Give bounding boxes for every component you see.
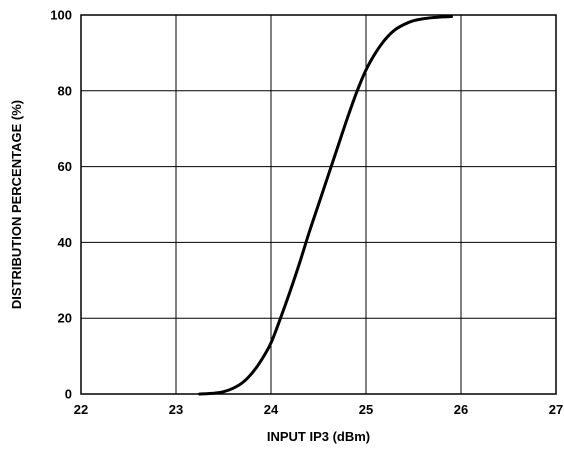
x-tick-label-1: 23 bbox=[169, 402, 183, 417]
series-line-0 bbox=[198, 15, 453, 396]
x-tick-label-4: 26 bbox=[454, 402, 468, 417]
plot-frame bbox=[80, 14, 557, 395]
y-tick-labels: 0 20 40 60 80 100 bbox=[50, 8, 72, 402]
x-tick-label-3: 25 bbox=[359, 402, 373, 417]
y-tick-label-1: 20 bbox=[58, 311, 72, 326]
x-tick-label-2: 24 bbox=[264, 402, 279, 417]
y-tick-label-0: 0 bbox=[65, 387, 72, 402]
x-tick-label-0: 22 bbox=[74, 402, 88, 417]
x-tick-labels: 22 23 24 25 26 27 bbox=[74, 402, 563, 417]
y-tick-label-5: 100 bbox=[50, 8, 72, 23]
y-tick-label-3: 60 bbox=[58, 159, 72, 174]
series-layer bbox=[198, 15, 453, 396]
x-tick-label-5: 27 bbox=[549, 402, 563, 417]
y-axis-label: DISTRIBUTION PERCENTAGE (%) bbox=[9, 100, 24, 309]
x-axis-label: INPUT IP3 (dBm) bbox=[267, 429, 370, 444]
y-tick-label-4: 80 bbox=[58, 83, 72, 98]
y-tick-label-2: 40 bbox=[58, 235, 72, 250]
